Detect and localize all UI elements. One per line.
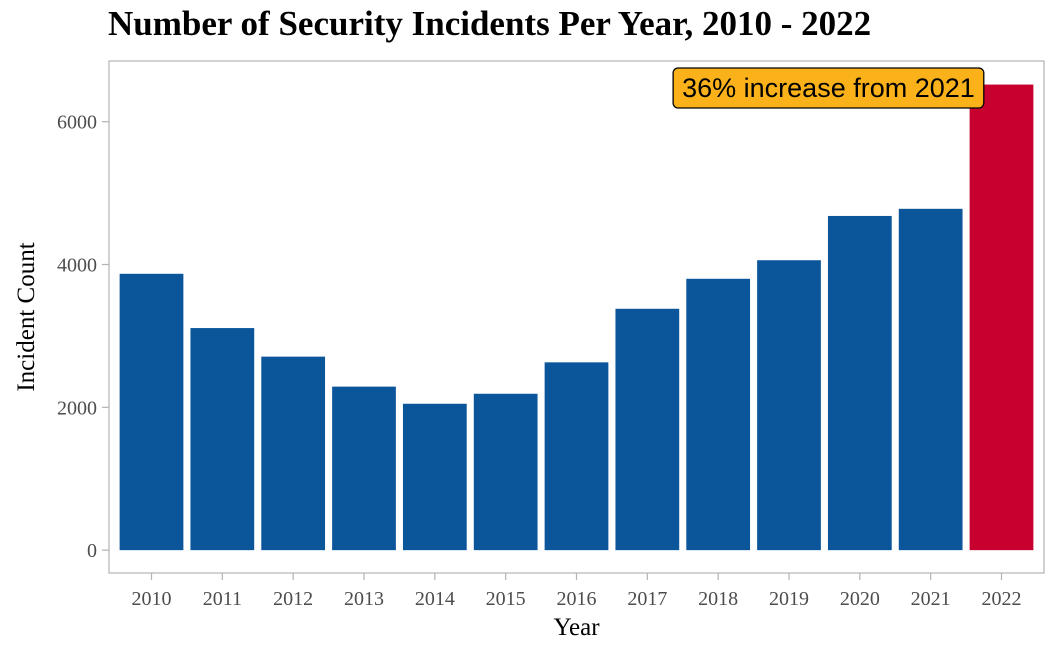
y-tick-label: 6000 [57, 112, 97, 134]
x-tick-label: 2015 [486, 588, 526, 610]
bar-2014 [402, 403, 467, 551]
bar-2010 [119, 273, 184, 551]
chart-title: Number of Security Incidents Per Year, 2… [108, 4, 872, 43]
bar-2011 [190, 328, 255, 551]
y-tick-label: 0 [87, 540, 97, 562]
x-axis-title: Year [553, 614, 600, 641]
x-tick-label: 2013 [344, 588, 384, 610]
x-tick-label: 2020 [840, 588, 880, 610]
bar-2022 [969, 84, 1034, 551]
annotation-group: 36% increase from 2021 [672, 67, 985, 109]
bar-2019 [757, 260, 821, 551]
annotation-box [672, 67, 985, 109]
x-tick-label: 2012 [273, 588, 313, 610]
y-tick-label: 2000 [57, 397, 97, 419]
y-axis-title: Incident Count [13, 242, 40, 391]
x-tick-label: 2018 [698, 588, 738, 610]
bars-group [119, 84, 1034, 551]
x-tick-label: 2017 [627, 588, 667, 610]
x-tick-label: 2022 [982, 588, 1022, 610]
x-tick-label: 2019 [769, 588, 809, 610]
bar-2012 [261, 356, 326, 551]
bar-2013 [332, 386, 396, 551]
x-tick-label: 2014 [415, 588, 455, 610]
y-tick-label: 4000 [57, 255, 97, 277]
x-tick-label: 2016 [557, 588, 597, 610]
bar-2017 [615, 308, 680, 551]
bar-2020 [827, 215, 892, 551]
bar-2015 [473, 393, 538, 551]
bar-2016 [544, 362, 609, 551]
bar-2018 [686, 278, 751, 551]
bar-2021 [898, 208, 963, 551]
annotation-text: 36% increase from 2021 [682, 73, 975, 103]
x-tick-label: 2021 [911, 588, 951, 610]
x-tick-label: 2011 [203, 588, 242, 610]
x-axis: 2010 2011 2012 2013 2014 2015 2016 2017 2018 2019… [132, 573, 1022, 610]
x-tick-label: 2010 [132, 588, 172, 610]
y-axis: 0 2000 4000 6000 [57, 112, 109, 562]
